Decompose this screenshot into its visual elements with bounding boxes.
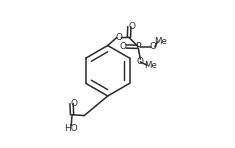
Text: Me: Me [144, 61, 157, 70]
Text: HO: HO [64, 124, 78, 133]
Text: P: P [135, 42, 141, 51]
Text: O: O [71, 99, 78, 108]
Text: O: O [129, 22, 136, 31]
Text: Me: Me [155, 37, 167, 46]
Text: O: O [116, 33, 123, 42]
Text: O: O [149, 42, 156, 51]
Text: O: O [120, 42, 127, 51]
Text: O: O [137, 57, 144, 66]
